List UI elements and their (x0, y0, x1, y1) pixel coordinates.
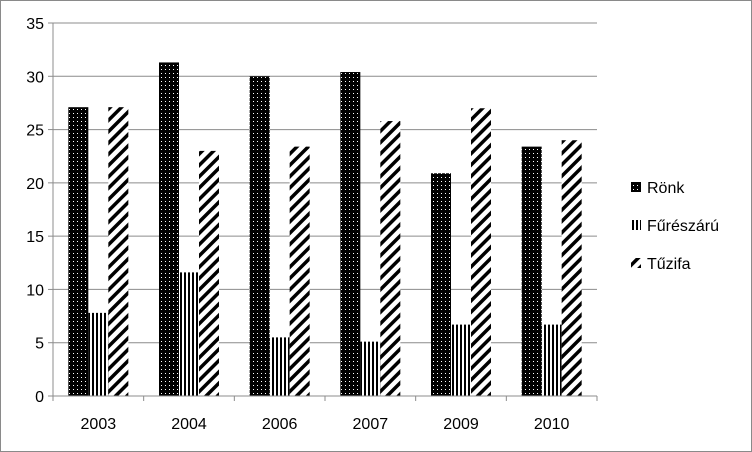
bar-diagonal-lines-2003 (108, 107, 129, 396)
y-tick-label: 15 (26, 229, 44, 246)
bar-diagonal-lines-2006 (289, 146, 310, 396)
bar-diagonal-lines-2007 (380, 121, 401, 396)
legend-swatch-diagonal-lines (631, 258, 641, 268)
legend-label: Rönk (647, 180, 685, 197)
y-tick-label: 20 (26, 176, 44, 193)
x-tick-label: 2006 (262, 416, 298, 433)
bar-dots-2010 (521, 146, 542, 396)
y-tick-label: 25 (26, 123, 44, 140)
bar-vertical-lines-2003 (88, 312, 109, 396)
bar-vertical-lines-2009 (451, 324, 471, 396)
legend-swatch-vertical-lines (631, 220, 641, 230)
y-tick-labels: 0 5 10 15 20 25 30 35 (26, 16, 44, 406)
x-tick-label: 2003 (81, 416, 117, 433)
bar-diagonal-lines-2010 (561, 140, 582, 396)
legend-label: Fűrészárú (647, 218, 719, 235)
bar-diagonal-lines-2004 (199, 150, 219, 396)
bars (68, 62, 582, 397)
x-tick-labels: 2003 2004 2006 2007 2009 2010 (81, 416, 570, 433)
y-tick-label: 35 (26, 16, 44, 33)
x-tick-label: 2010 (534, 416, 570, 433)
axes (48, 22, 598, 401)
y-tick-label: 5 (35, 336, 44, 353)
x-tick-label: 2004 (171, 416, 207, 433)
bar-vertical-lines-2004 (179, 272, 199, 396)
legend-swatch-dots (631, 182, 641, 192)
bar-vertical-lines-2006 (269, 337, 290, 396)
legend: Rönk Fűrészárú Tűzifa (631, 180, 719, 273)
bar-vertical-lines-2010 (541, 324, 562, 396)
bar-diagonal-lines-2009 (471, 108, 491, 396)
bar-dots-2004 (159, 62, 179, 396)
bar-vertical-lines-2007 (360, 341, 381, 396)
gridlines (53, 22, 597, 344)
bar-dots-2007 (340, 72, 361, 396)
bar-dots-2009 (431, 173, 451, 396)
bar-dots-2006 (249, 76, 270, 397)
bar-dots-2003 (68, 107, 89, 396)
x-tick-label: 2009 (443, 416, 479, 433)
y-tick-label: 30 (26, 69, 44, 86)
y-tick-label: 0 (35, 389, 44, 406)
x-tick-label: 2007 (353, 416, 389, 433)
legend-label: Tűzifa (647, 256, 691, 273)
y-tick-label: 10 (26, 282, 44, 299)
